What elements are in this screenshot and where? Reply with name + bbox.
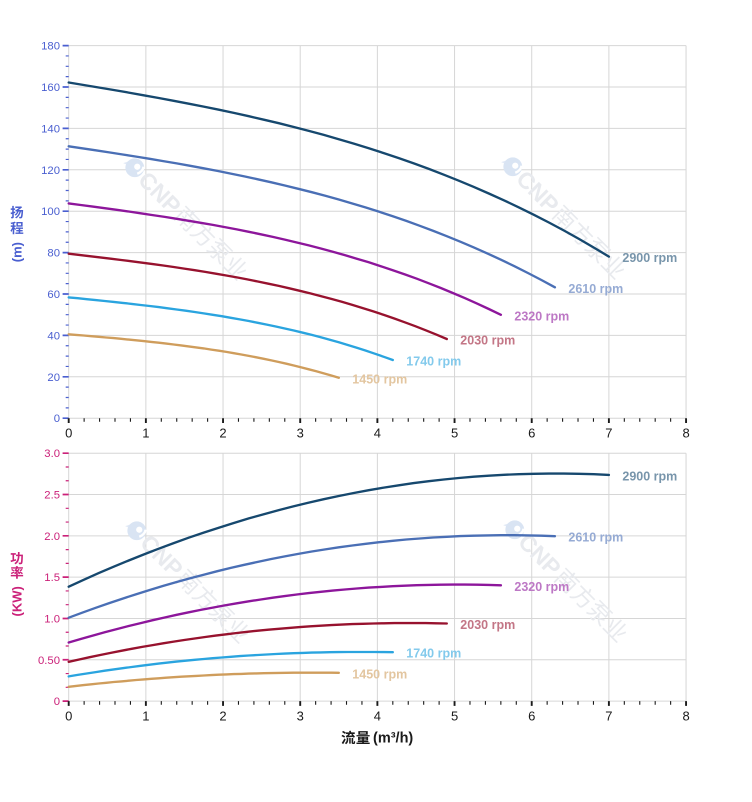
svg-text:2610 rpm: 2610 rpm — [568, 531, 623, 545]
svg-text:100: 100 — [41, 206, 60, 218]
svg-text:80: 80 — [47, 248, 60, 260]
svg-text:20: 20 — [47, 372, 60, 384]
svg-text:0: 0 — [65, 426, 72, 441]
svg-text:40: 40 — [47, 330, 60, 342]
svg-text:8: 8 — [682, 426, 689, 441]
svg-text:2610 rpm: 2610 rpm — [568, 282, 623, 296]
svg-text:140: 140 — [41, 123, 60, 135]
svg-text:120: 120 — [41, 165, 60, 177]
svg-text:1740 rpm: 1740 rpm — [406, 355, 461, 369]
svg-text:0: 0 — [54, 696, 60, 708]
svg-text:3: 3 — [297, 426, 304, 441]
svg-text:2900 rpm: 2900 rpm — [622, 251, 677, 265]
svg-text:5: 5 — [451, 426, 458, 441]
svg-text:160: 160 — [41, 82, 60, 94]
svg-text:7: 7 — [605, 426, 612, 441]
svg-text:2900 rpm: 2900 rpm — [622, 469, 677, 483]
svg-text:0.50: 0.50 — [38, 655, 60, 667]
svg-text:180: 180 — [41, 41, 60, 53]
svg-text:1740 rpm: 1740 rpm — [406, 647, 461, 661]
svg-text:6: 6 — [528, 426, 535, 441]
svg-text:2320 rpm: 2320 rpm — [514, 580, 569, 594]
svg-text:6: 6 — [528, 709, 535, 724]
svg-text:2: 2 — [219, 709, 226, 724]
svg-text:60: 60 — [47, 289, 60, 301]
svg-text:1450 rpm: 1450 rpm — [352, 372, 407, 386]
svg-text:3: 3 — [297, 709, 304, 724]
svg-text:2030 rpm: 2030 rpm — [460, 618, 515, 632]
svg-text:(m): (m) — [9, 242, 24, 262]
svg-text:1.0: 1.0 — [44, 614, 60, 626]
svg-text:(m³/h): (m³/h) — [373, 731, 413, 747]
svg-text:3.0: 3.0 — [44, 448, 60, 460]
svg-text:2.5: 2.5 — [44, 490, 60, 502]
svg-text:4: 4 — [374, 426, 381, 441]
svg-text:1450 rpm: 1450 rpm — [352, 667, 407, 681]
svg-text:0: 0 — [54, 413, 60, 425]
svg-text:1.5: 1.5 — [44, 572, 60, 584]
svg-text:(KW): (KW) — [9, 586, 24, 616]
svg-text:2.0: 2.0 — [44, 531, 60, 543]
svg-text:0: 0 — [65, 709, 72, 724]
svg-text:2: 2 — [219, 426, 226, 441]
svg-text:5: 5 — [451, 709, 458, 724]
svg-text:2030 rpm: 2030 rpm — [460, 334, 515, 348]
svg-text:1: 1 — [142, 426, 149, 441]
svg-text:7: 7 — [605, 709, 612, 724]
svg-text:4: 4 — [374, 709, 381, 724]
svg-text:1: 1 — [142, 709, 149, 724]
svg-text:8: 8 — [682, 709, 689, 724]
svg-text:2320 rpm: 2320 rpm — [514, 309, 569, 323]
